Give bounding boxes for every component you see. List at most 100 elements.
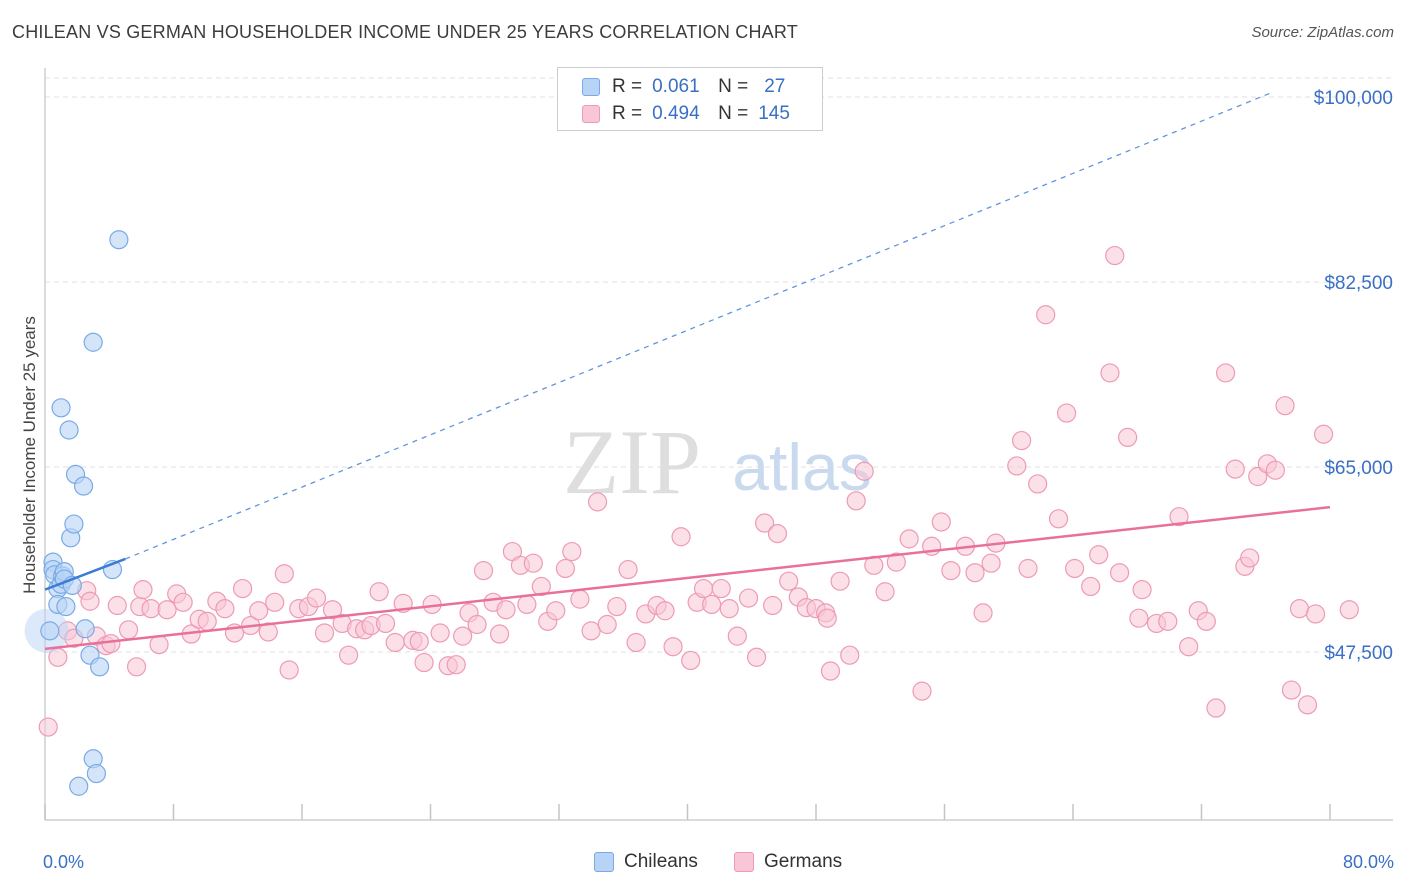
y-tick-labels: $47,500 $65,000 $82,500 $100,000 bbox=[1314, 88, 1393, 664]
r-label: R = bbox=[612, 76, 643, 97]
german-point bbox=[1081, 576, 1101, 597]
german-point bbox=[618, 559, 638, 580]
german-point bbox=[1248, 466, 1268, 487]
german-point bbox=[546, 601, 566, 621]
german-point bbox=[314, 623, 335, 643]
y-tick-label: $82,500 bbox=[1324, 273, 1393, 294]
y-tick-label: $100,000 bbox=[1314, 88, 1393, 109]
german-point bbox=[38, 717, 58, 737]
german-point bbox=[886, 552, 906, 572]
german-point bbox=[746, 647, 767, 667]
german-point bbox=[754, 513, 775, 533]
y-tick-label: $47,500 bbox=[1324, 643, 1393, 664]
chilean-point bbox=[64, 514, 84, 534]
german-point bbox=[671, 527, 691, 547]
german-point bbox=[107, 595, 127, 616]
german-point bbox=[197, 611, 217, 631]
german-point bbox=[1011, 430, 1032, 451]
r-value: 0.061 bbox=[652, 76, 700, 97]
german-point bbox=[523, 553, 543, 573]
german-point bbox=[1158, 611, 1178, 631]
german-point bbox=[1206, 698, 1226, 718]
german-point bbox=[274, 564, 294, 584]
german-point bbox=[517, 594, 537, 615]
german-point bbox=[126, 657, 147, 677]
x-tick-max: 80.0% bbox=[1342, 852, 1394, 872]
chilean-point bbox=[86, 763, 107, 784]
german-point bbox=[101, 633, 121, 654]
german-point bbox=[981, 553, 1001, 573]
german-point bbox=[587, 492, 608, 512]
german-point bbox=[912, 681, 932, 701]
german-point bbox=[430, 623, 450, 643]
bottom-legend-germans: Germans bbox=[734, 851, 842, 873]
german-point bbox=[249, 601, 269, 621]
german-point bbox=[1065, 558, 1085, 579]
german-point bbox=[846, 491, 866, 511]
german-point bbox=[149, 634, 169, 655]
german-point bbox=[1305, 604, 1326, 624]
german-point bbox=[157, 600, 177, 620]
german-point bbox=[899, 529, 919, 549]
watermark-zip: ZIP bbox=[563, 411, 701, 513]
watermark: ZIP atlas bbox=[563, 411, 872, 513]
german-point bbox=[1275, 396, 1295, 416]
n-label: N = bbox=[718, 76, 749, 97]
german-point bbox=[467, 614, 487, 635]
german-point bbox=[1118, 427, 1138, 447]
german-point bbox=[1028, 474, 1048, 494]
german-point bbox=[531, 576, 551, 597]
chilean-series bbox=[24, 230, 129, 796]
chart-title: CHILEAN VS GERMAN HOUSEHOLDER INCOME UND… bbox=[12, 22, 798, 42]
german-point bbox=[779, 571, 799, 591]
german-point bbox=[1056, 403, 1077, 423]
german-point bbox=[663, 637, 683, 657]
german-point bbox=[1313, 424, 1334, 444]
chilean-point bbox=[73, 476, 94, 496]
german-point bbox=[817, 608, 837, 628]
german-point bbox=[1132, 580, 1152, 600]
chilean-point bbox=[40, 621, 60, 641]
chilean-trend-extension bbox=[125, 91, 1275, 560]
german-point bbox=[854, 461, 874, 481]
german-point bbox=[1105, 245, 1125, 266]
german-point bbox=[738, 588, 759, 608]
watermark-atlas: atlas bbox=[732, 430, 871, 504]
german-point bbox=[1169, 507, 1189, 527]
german-point bbox=[1265, 460, 1285, 480]
german-point bbox=[681, 650, 701, 671]
german-point bbox=[369, 582, 389, 602]
german-point bbox=[375, 613, 396, 634]
chilean-point bbox=[59, 420, 79, 440]
chilean-point bbox=[83, 332, 103, 352]
source-label: Source: ZipAtlas.com bbox=[1251, 24, 1394, 41]
german-point bbox=[414, 652, 434, 673]
german-point bbox=[1089, 545, 1109, 565]
german-point bbox=[1240, 548, 1260, 568]
chilean-swatch bbox=[582, 78, 600, 96]
y-tick-label: $65,000 bbox=[1324, 458, 1393, 479]
chileans-label: Chileans bbox=[624, 851, 698, 872]
german-point bbox=[338, 645, 359, 665]
german-point bbox=[701, 594, 722, 615]
german-point bbox=[1048, 509, 1069, 529]
german-point bbox=[141, 599, 161, 619]
german-point bbox=[1007, 456, 1027, 476]
n-value: 145 bbox=[758, 103, 790, 124]
n-label: N = bbox=[718, 103, 749, 124]
axes bbox=[44, 68, 1393, 821]
german-point bbox=[719, 599, 739, 619]
german-point bbox=[1036, 305, 1056, 325]
bottom-legend-chileans: Chileans bbox=[594, 851, 698, 873]
german-point bbox=[306, 588, 327, 608]
german-point bbox=[607, 596, 627, 617]
german-point bbox=[446, 655, 466, 675]
r-label: R = bbox=[612, 103, 643, 124]
germans-label: Germans bbox=[764, 851, 843, 872]
legend-row-chileans: R = 0.061 N = 27 bbox=[582, 76, 785, 98]
x-tick-min: 0.0% bbox=[43, 852, 85, 872]
german-point bbox=[931, 512, 951, 532]
german-point bbox=[875, 582, 895, 602]
german-point bbox=[322, 600, 343, 620]
